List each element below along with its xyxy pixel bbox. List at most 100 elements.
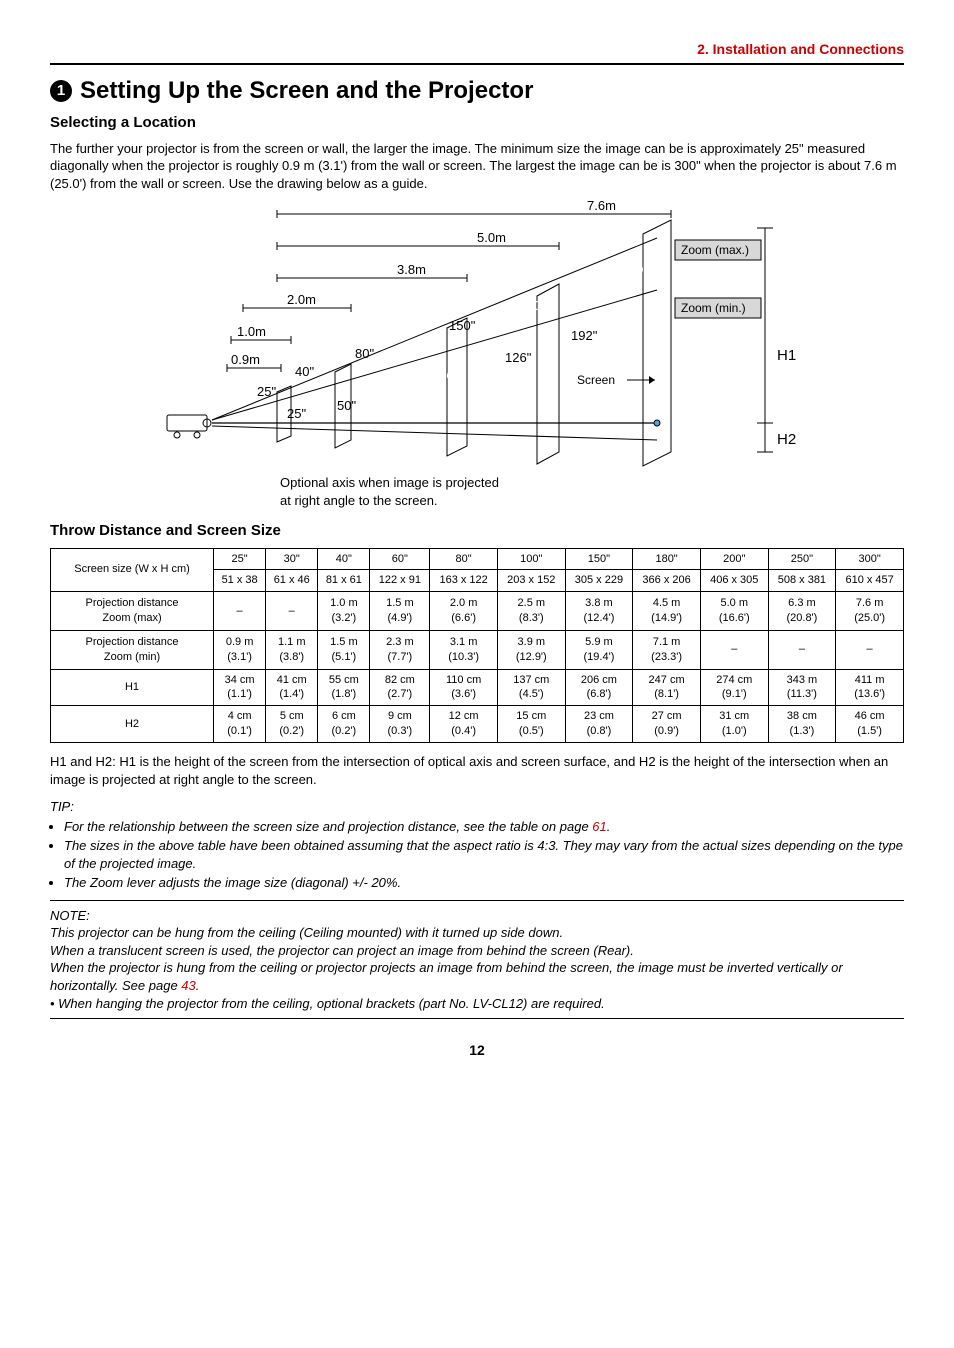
row-label: H2: [51, 706, 214, 743]
title-number-icon: 1: [50, 80, 72, 102]
row-label: Projection distanceZoom (min): [51, 630, 214, 669]
size-label: 200": [527, 298, 554, 313]
size-label: 80": [355, 346, 374, 361]
table-cell: 41 cm(1.4'): [266, 669, 318, 706]
table-cell: 0.9 m(3.1'): [214, 630, 266, 669]
table-cell: 206 cm(6.8'): [565, 669, 633, 706]
table-cell: 2.0 m(6.6'): [430, 592, 498, 631]
tip-item: For the relationship between the screen …: [64, 818, 904, 836]
size-label: 126": [505, 350, 532, 365]
col-header-cm: 51 x 38: [214, 570, 266, 592]
subheading-throw: Throw Distance and Screen Size: [50, 521, 904, 541]
table-cell: 3.9 m(12.9'): [497, 630, 565, 669]
col-header-cm: 305 x 229: [565, 570, 633, 592]
zoom-max-label: Zoom (max.): [681, 243, 749, 257]
table-cell: 5.9 m(19.4'): [565, 630, 633, 669]
col-header: 180": [633, 548, 701, 570]
table-cell: 82 cm(2.7'): [370, 669, 430, 706]
table-cell: 1.5 m(4.9'): [370, 592, 430, 631]
table-cell: 2.5 m(8.3'): [497, 592, 565, 631]
note-line: • When hanging the projector from the ce…: [50, 995, 904, 1013]
table-cell: 31 cm(1.0'): [700, 706, 768, 743]
dist-label: 3.8m: [397, 262, 426, 277]
col-header-cm: 366 x 206: [633, 570, 701, 592]
zoom-min-label: Zoom (min.): [681, 301, 746, 315]
table-cell: 15 cm(0.5'): [497, 706, 565, 743]
col-header-cm: 81 x 61: [318, 570, 370, 592]
table-cell: –: [214, 592, 266, 631]
dist-label: 7.6m: [587, 200, 616, 213]
table-cell: –: [700, 630, 768, 669]
table-cell: 2.3 m(7.7'): [370, 630, 430, 669]
page-number: 12: [50, 1041, 904, 1060]
throw-diagram: 7.6m 5.0m 3.8m 2.0m 1.0m 0.9m 25" 40" 80…: [50, 200, 904, 470]
section-header: 2. Installation and Connections: [50, 40, 904, 65]
note-line: This projector can be hung from the ceil…: [50, 924, 904, 942]
col-header: 40": [318, 548, 370, 570]
size-label: 192": [571, 328, 598, 343]
col-header: 200": [700, 548, 768, 570]
size-label: 50": [337, 398, 356, 413]
table-cell: 34 cm(1.1'): [214, 669, 266, 706]
table-cell: 247 cm(8.1'): [633, 669, 701, 706]
h1h2-note: H1 and H2: H1 is the height of the scree…: [50, 753, 904, 788]
table-cell: 4.5 m(14.9'): [633, 592, 701, 631]
table-cell: 7.1 m(23.3'): [633, 630, 701, 669]
table-cell: 27 cm(0.9'): [633, 706, 701, 743]
size-label: 25": [257, 384, 276, 399]
table-cell: 1.1 m(3.8'): [266, 630, 318, 669]
table-cell: 5 cm(0.2'): [266, 706, 318, 743]
table-cell: 1.5 m(5.1'): [318, 630, 370, 669]
table-cell: 6.3 m(20.8'): [768, 592, 836, 631]
table-cell: 9 cm(0.3'): [370, 706, 430, 743]
table-cell: 4 cm(0.1'): [214, 706, 266, 743]
col-header: 100": [497, 548, 565, 570]
divider: [50, 900, 904, 901]
size-label: 96": [439, 368, 458, 383]
table-cell: 1.0 m(3.2'): [318, 592, 370, 631]
col-header-cm: 61 x 46: [266, 570, 318, 592]
dist-label: 0.9m: [231, 352, 260, 367]
table-cell: 137 cm(4.5'): [497, 669, 565, 706]
divider: [50, 1018, 904, 1019]
note-block: NOTE: This projector can be hung from th…: [50, 907, 904, 1012]
note-line: When a translucent screen is used, the p…: [50, 942, 904, 960]
table-cell: –: [836, 630, 904, 669]
diagram-caption: Optional axis when image is projectedat …: [280, 474, 904, 509]
size-label: 40": [295, 364, 314, 379]
table-cell: 110 cm(3.6'): [430, 669, 498, 706]
table-cell: 46 cm(1.5'): [836, 706, 904, 743]
table-cell: 3.8 m(12.4'): [565, 592, 633, 631]
note-header: NOTE:: [50, 907, 904, 925]
title-text: Setting Up the Screen and the Projector: [80, 75, 533, 107]
table-cell: 23 cm(0.8'): [565, 706, 633, 743]
page-link[interactable]: 43: [181, 978, 195, 993]
col-header-cm: 406 x 305: [700, 570, 768, 592]
table-cell: 38 cm(1.3'): [768, 706, 836, 743]
size-label: 300": [629, 262, 656, 277]
size-label: 25": [287, 406, 306, 421]
row-label: H1: [51, 669, 214, 706]
table-cell: 7.6 m(25.0'): [836, 592, 904, 631]
col-header-cm: 163 x 122: [430, 570, 498, 592]
table-cell: 12 cm(0.4'): [430, 706, 498, 743]
col-header: 250": [768, 548, 836, 570]
page-link[interactable]: 61: [592, 819, 606, 834]
note-line: When the projector is hung from the ceil…: [50, 959, 904, 994]
dist-label: 2.0m: [287, 292, 316, 307]
col-header: 25": [214, 548, 266, 570]
table-cell: 274 cm(9.1'): [700, 669, 768, 706]
table-cell: 5.0 m(16.6'): [700, 592, 768, 631]
table-cell: 411 m(13.6'): [836, 669, 904, 706]
throw-distance-table: Screen size (W x H cm)25"30"40"60"80"100…: [50, 548, 904, 743]
tip-item: The Zoom lever adjusts the image size (d…: [64, 874, 904, 892]
screen-label: Screen: [577, 373, 615, 387]
tip-list: For the relationship between the screen …: [50, 818, 904, 892]
col-header-cm: 203 x 152: [497, 570, 565, 592]
table-cell: 343 m(11.3'): [768, 669, 836, 706]
col-header-cm: 508 x 381: [768, 570, 836, 592]
col-header-cm: 122 x 91: [370, 570, 430, 592]
h1-label: H1: [777, 347, 796, 364]
subheading-location: Selecting a Location: [50, 113, 904, 133]
row-label: Projection distanceZoom (max): [51, 592, 214, 631]
